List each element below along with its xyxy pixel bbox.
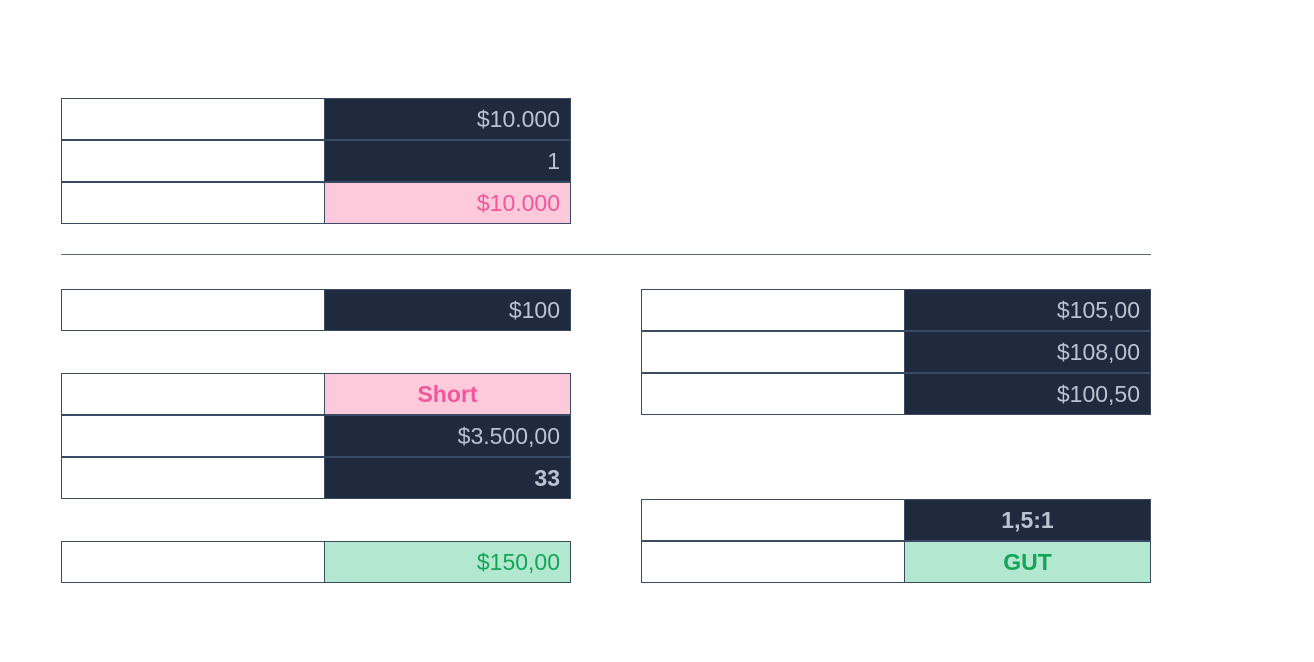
risk-amount-value[interactable]: $100 xyxy=(325,289,571,331)
take-profit-row: $100,50 xyxy=(641,373,1151,415)
profit-row: $150,00 xyxy=(61,541,571,583)
rating-value: GUT xyxy=(905,541,1151,583)
entry-price-value[interactable]: $105,00 xyxy=(905,289,1151,331)
account-balance-row: $10.000 xyxy=(61,98,571,140)
risk-reward-label[interactable] xyxy=(641,499,905,541)
leverage-label[interactable] xyxy=(61,140,325,182)
direction-value: Short xyxy=(325,373,571,415)
entry-price-row: $105,00 xyxy=(641,289,1151,331)
direction-row: Short xyxy=(61,373,571,415)
leverage-value[interactable]: 1 xyxy=(325,140,571,182)
position-size-label[interactable] xyxy=(61,415,325,457)
profit-label[interactable] xyxy=(61,541,325,583)
risk-amount-label[interactable] xyxy=(61,289,325,331)
risk-amount-row: $100 xyxy=(61,289,571,331)
profit-value: $150,00 xyxy=(325,541,571,583)
account-balance-value[interactable]: $10.000 xyxy=(325,98,571,140)
buying-power-label[interactable] xyxy=(61,182,325,224)
position-size-row: $3.500,00 xyxy=(61,415,571,457)
buying-power-value: $10.000 xyxy=(325,182,571,224)
direction-label[interactable] xyxy=(61,373,325,415)
entry-price-label[interactable] xyxy=(641,289,905,331)
rating-label[interactable] xyxy=(641,541,905,583)
buying-power-row: $10.000 xyxy=(61,182,571,224)
shares-row: 33 xyxy=(61,457,571,499)
stop-loss-value[interactable]: $108,00 xyxy=(905,331,1151,373)
stop-loss-row: $108,00 xyxy=(641,331,1151,373)
shares-value: 33 xyxy=(325,457,571,499)
take-profit-label[interactable] xyxy=(641,373,905,415)
section-divider xyxy=(61,254,1151,255)
shares-label[interactable] xyxy=(61,457,325,499)
stop-loss-label[interactable] xyxy=(641,331,905,373)
leverage-row: 1 xyxy=(61,140,571,182)
risk-reward-value: 1,5:1 xyxy=(905,499,1151,541)
take-profit-value[interactable]: $100,50 xyxy=(905,373,1151,415)
rating-row: GUT xyxy=(641,541,1151,583)
position-size-value: $3.500,00 xyxy=(325,415,571,457)
risk-reward-row: 1,5:1 xyxy=(641,499,1151,541)
account-balance-label[interactable] xyxy=(61,98,325,140)
